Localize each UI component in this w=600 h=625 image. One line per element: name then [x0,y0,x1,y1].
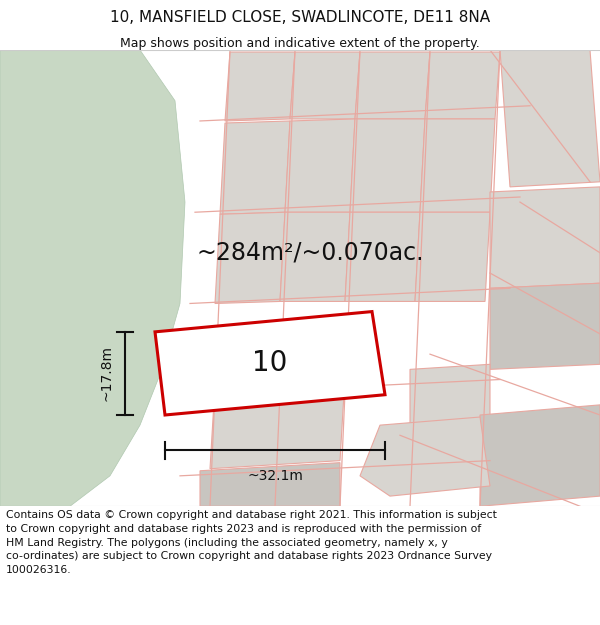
Polygon shape [420,119,495,212]
Polygon shape [490,283,600,369]
Polygon shape [425,52,500,119]
Polygon shape [480,405,600,506]
Polygon shape [280,213,350,301]
Polygon shape [290,52,360,119]
Text: ~17.8m: ~17.8m [99,346,113,401]
Polygon shape [500,50,600,187]
Polygon shape [360,417,490,496]
Text: 10: 10 [251,349,287,378]
Polygon shape [200,462,340,506]
Polygon shape [225,52,295,121]
Polygon shape [355,52,430,119]
Polygon shape [410,364,490,430]
Polygon shape [0,50,185,506]
Text: ~32.1m: ~32.1m [247,469,303,482]
Polygon shape [210,376,345,469]
Polygon shape [220,121,290,214]
Polygon shape [490,187,600,288]
Polygon shape [345,213,420,301]
Text: Contains OS data © Crown copyright and database right 2021. This information is : Contains OS data © Crown copyright and d… [6,511,497,575]
Polygon shape [215,213,285,304]
Polygon shape [350,119,425,212]
Polygon shape [415,213,490,301]
Text: Map shows position and indicative extent of the property.: Map shows position and indicative extent… [120,38,480,51]
Text: 10, MANSFIELD CLOSE, SWADLINCOTE, DE11 8NA: 10, MANSFIELD CLOSE, SWADLINCOTE, DE11 8… [110,10,490,25]
Polygon shape [285,119,355,212]
Polygon shape [155,312,385,415]
Text: ~284m²/~0.070ac.: ~284m²/~0.070ac. [196,241,424,265]
